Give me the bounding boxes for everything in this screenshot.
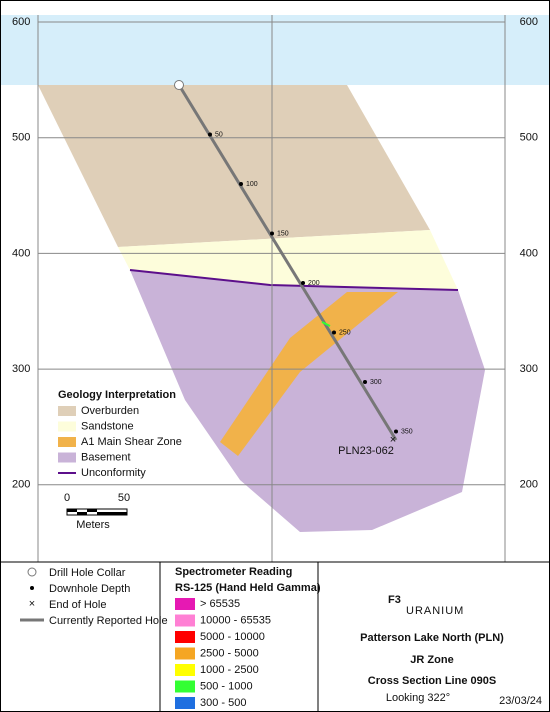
unconformity bbox=[129, 269, 459, 291]
depth-marker bbox=[301, 281, 305, 285]
elevation-label: 400 bbox=[520, 247, 538, 259]
elevation-label: 200 bbox=[12, 479, 30, 491]
overburden bbox=[38, 85, 430, 247]
scale-unit: Meters bbox=[76, 519, 110, 531]
range-swatch bbox=[175, 598, 195, 610]
section: Cross Section Line 090S bbox=[368, 675, 496, 687]
zone: JR Zone bbox=[410, 654, 453, 666]
sky bbox=[0, 15, 550, 85]
legend-label: Basement bbox=[81, 451, 131, 463]
range-swatch bbox=[175, 614, 195, 627]
date: 23/03/24 bbox=[499, 695, 542, 707]
elevation-label: 600 bbox=[12, 16, 30, 28]
range-swatch bbox=[175, 680, 195, 693]
depth-marker bbox=[208, 132, 212, 137]
scale-bar-segment bbox=[67, 509, 77, 512]
symbol-depth bbox=[30, 586, 34, 590]
legend-swatch bbox=[58, 421, 76, 432]
depth-label: 200 bbox=[308, 280, 320, 287]
elevation-label: 300 bbox=[12, 363, 30, 375]
grid bbox=[37, 15, 506, 562]
range-swatch bbox=[175, 647, 195, 660]
depth-marker bbox=[394, 429, 398, 434]
symbol-label: Drill Hole Collar bbox=[49, 567, 126, 579]
depth-label: 250 bbox=[339, 329, 351, 336]
depth-marker bbox=[239, 182, 243, 186]
legend-label: Overburden bbox=[81, 405, 139, 417]
elevation-label: 500 bbox=[12, 132, 30, 144]
elevation-label: 500 bbox=[520, 132, 538, 144]
end-of-hole: × bbox=[390, 434, 396, 446]
elevation-label: 600 bbox=[520, 16, 538, 28]
logo-name: URANIUM bbox=[406, 605, 464, 617]
hole-label: PLN23-062 bbox=[338, 445, 394, 457]
symbol-label: Currently Reported Hole bbox=[49, 615, 168, 627]
reading bbox=[321, 321, 331, 327]
range-label: 2500 - 5000 bbox=[200, 647, 259, 659]
title: Patterson Lake North (PLN) bbox=[360, 632, 504, 644]
range-label: > 65535 bbox=[200, 598, 240, 610]
depth-marker bbox=[270, 231, 274, 236]
symbol-label: End of Hole bbox=[49, 599, 106, 611]
range-swatch bbox=[175, 664, 195, 676]
elevation-label: 300 bbox=[520, 363, 538, 375]
depth-label: 150 bbox=[277, 230, 289, 237]
range-label: 5000 - 10000 bbox=[200, 631, 265, 643]
elevation-label: 200 bbox=[520, 479, 538, 491]
range-label: 300 - 500 bbox=[200, 697, 246, 709]
scale-label: 50 bbox=[118, 492, 130, 504]
basement bbox=[130, 270, 485, 532]
spectrometer-title: Spectrometer Reading bbox=[175, 566, 292, 578]
legend-label: Unconformity bbox=[81, 467, 146, 479]
legend-swatch bbox=[58, 437, 76, 447]
legend-swatch bbox=[58, 452, 76, 463]
shear-zone bbox=[220, 292, 398, 456]
depth-label: 100 bbox=[246, 181, 258, 188]
scale-label: 0 bbox=[64, 492, 70, 504]
legend-label: A1 Main Shear Zone bbox=[81, 436, 182, 448]
scale-bar-segment bbox=[97, 512, 127, 515]
depth-label: 300 bbox=[370, 379, 382, 386]
range-label: 500 - 1000 bbox=[200, 680, 253, 692]
range-label: 10000 - 65535 bbox=[200, 614, 271, 626]
looking: Looking 322° bbox=[386, 692, 450, 704]
depth-label: 350 bbox=[401, 428, 413, 435]
symbol-collar bbox=[27, 567, 37, 577]
range-swatch bbox=[175, 631, 195, 643]
depth-marker bbox=[332, 330, 336, 335]
depth-marker bbox=[363, 380, 367, 384]
drill-hole bbox=[177, 84, 398, 441]
range-label: 1000 - 2500 bbox=[200, 664, 259, 676]
depth-label: 50 bbox=[215, 131, 223, 138]
logo-mark: F3 bbox=[388, 594, 401, 606]
symbol-end: × bbox=[29, 598, 35, 610]
sandstone bbox=[118, 230, 458, 290]
range-swatch bbox=[175, 697, 195, 709]
legend-title: Geology Interpretation bbox=[58, 389, 176, 401]
scale-bar: 0 50 Meters bbox=[64, 492, 130, 531]
scale-bar-segment bbox=[77, 512, 87, 515]
legend-label: Sandstone bbox=[81, 420, 134, 432]
symbol-label: Downhole Depth bbox=[49, 583, 130, 595]
elevation-label: 400 bbox=[12, 247, 30, 259]
collar bbox=[174, 80, 184, 90]
legend-swatch bbox=[58, 406, 76, 416]
spectrometer-subtitle: RS-125 (Hand Held Gamma) bbox=[175, 582, 321, 594]
scale-bar-segment bbox=[87, 509, 97, 512]
